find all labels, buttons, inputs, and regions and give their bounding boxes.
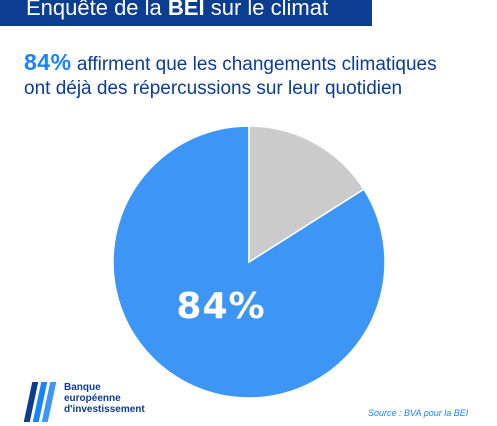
pie-data-label: 84%	[176, 286, 265, 327]
pie-slices	[112, 125, 386, 399]
title-prefix: Enquête de la	[26, 0, 168, 20]
headline: 84% affirment que les changements climat…	[24, 50, 484, 101]
eib-logo: Banque européenne d'investissement	[23, 376, 166, 426]
title-bold: BEI	[167, 0, 205, 20]
source-note: Source : BVA pour la BEI	[368, 408, 469, 418]
title-banner: Enquête de la BEI sur le climat	[0, 0, 372, 26]
headline-line2: ont déjà des répercussions sur leur quot…	[24, 78, 403, 99]
eib-logo-bars-icon	[23, 382, 58, 422]
headline-line1: affirment que les changements climatique…	[71, 54, 437, 75]
pie-slice-1	[248, 125, 365, 264]
organization-name: Banque européenne d'investissement	[64, 382, 145, 415]
headline-highlight: 84%	[24, 49, 72, 75]
title-suffix: sur le climat	[204, 0, 329, 20]
